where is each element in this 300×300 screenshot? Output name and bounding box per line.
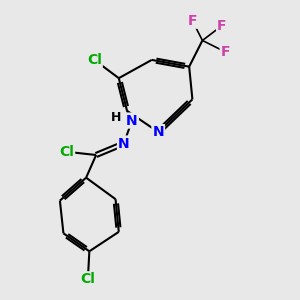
Text: Cl: Cl xyxy=(59,145,74,159)
Text: N: N xyxy=(152,125,164,139)
Text: F: F xyxy=(220,45,230,59)
Text: N: N xyxy=(118,136,130,151)
Text: F: F xyxy=(217,19,226,33)
Text: F: F xyxy=(188,14,197,28)
Text: N: N xyxy=(126,114,138,128)
Text: Cl: Cl xyxy=(87,53,102,67)
Text: Cl: Cl xyxy=(80,272,95,286)
Text: H: H xyxy=(111,111,121,124)
